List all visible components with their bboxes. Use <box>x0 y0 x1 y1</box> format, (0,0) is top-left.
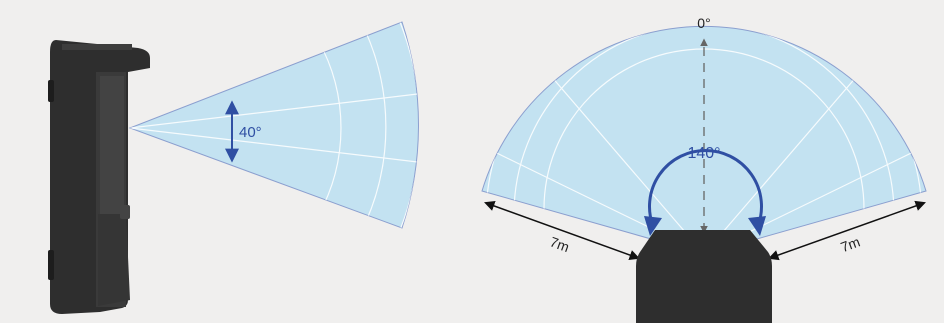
side-coverage-cone <box>128 21 419 229</box>
range-arrow-left <box>484 200 640 261</box>
horizontal-angle-label: 140° <box>687 145 720 162</box>
device-top-silhouette <box>636 230 772 323</box>
arc-arrowhead-right <box>748 216 766 236</box>
range-label-right: 7m <box>838 233 862 255</box>
horizontal-angle-arc <box>648 149 763 227</box>
side-view: 40° <box>48 21 419 314</box>
range-arrow-right <box>768 200 926 261</box>
arc-arrowhead-left <box>644 216 662 236</box>
top-view: 0° 140° 7m 7m <box>481 15 927 323</box>
range-label-left: 7m <box>548 233 572 255</box>
center-angle-label: 0° <box>697 15 710 31</box>
vertical-angle-label: 40° <box>239 124 262 141</box>
device-side-profile <box>48 40 150 314</box>
